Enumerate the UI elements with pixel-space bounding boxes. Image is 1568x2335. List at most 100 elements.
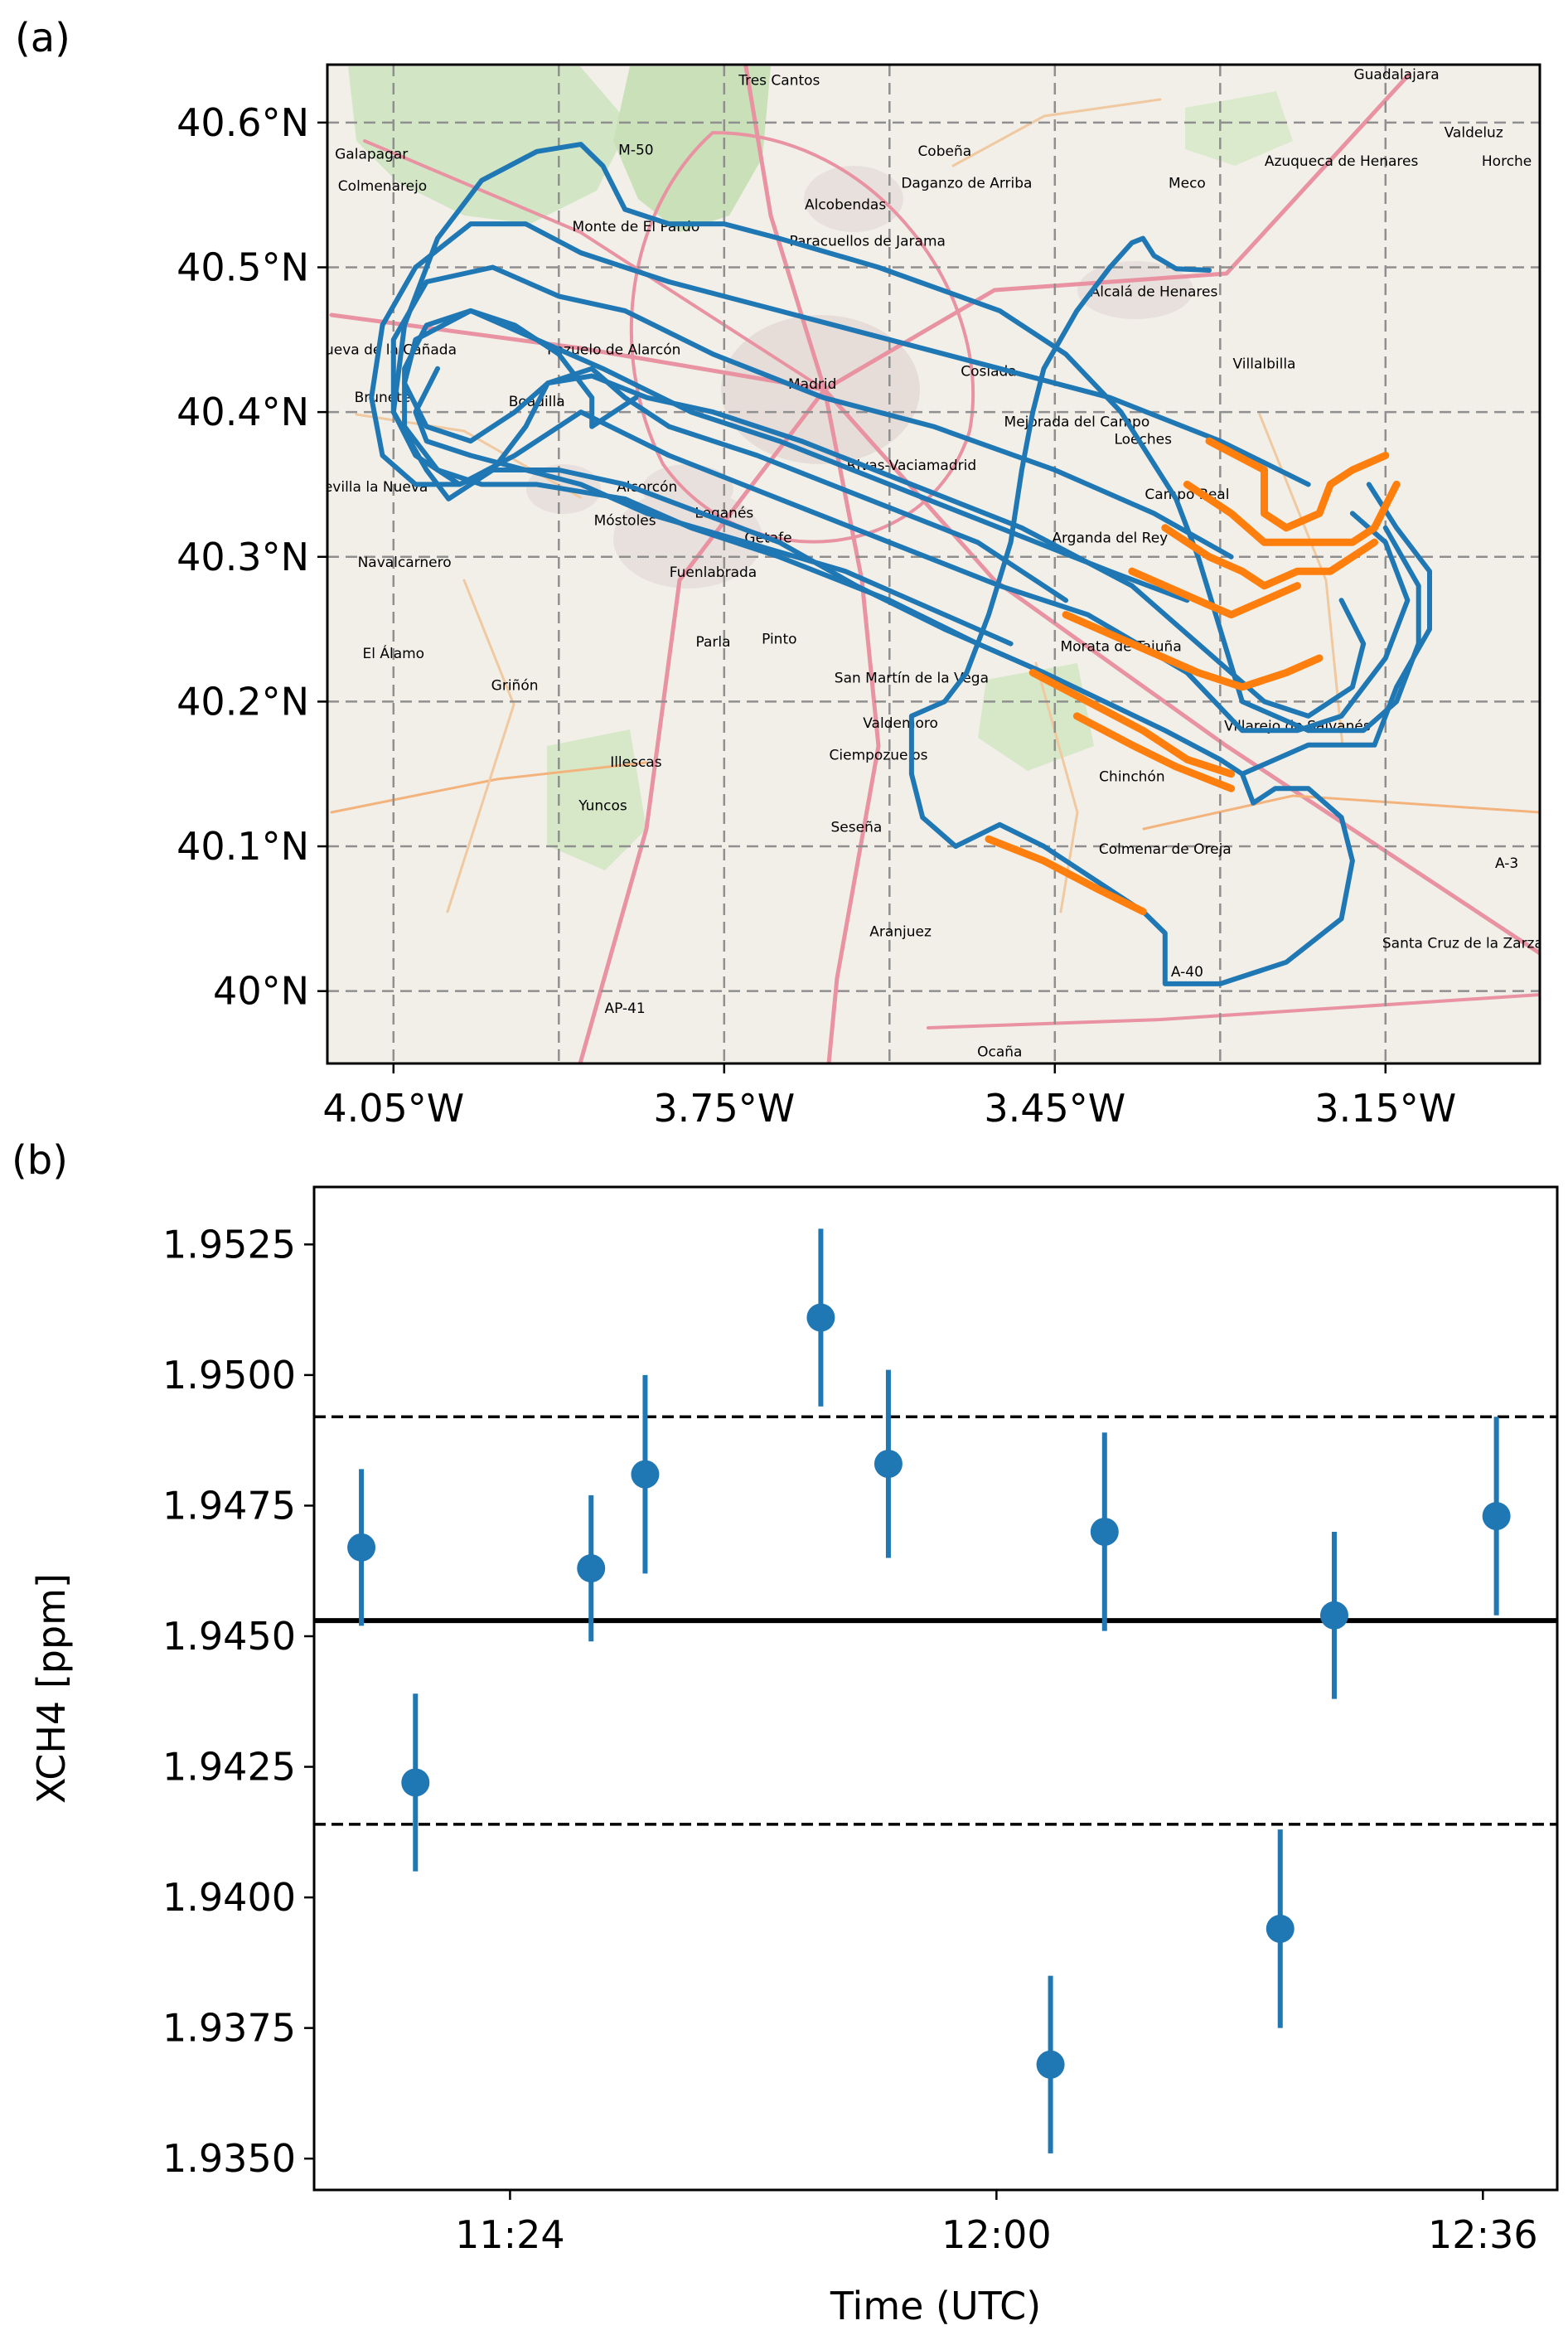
map-frame [326, 63, 1541, 1065]
place-label: Paracuellos de Jarama [789, 233, 945, 249]
place-label: Valdeluz [1445, 124, 1503, 141]
place-label: Fuenlabrada [670, 564, 757, 581]
y-tick-label: 1.9450 [162, 1614, 296, 1659]
place-label: Santa Cruz de la Zarza [1382, 935, 1543, 952]
flight-track-segment [413, 366, 1014, 647]
highlighted-segment [1161, 524, 1378, 590]
y-tick-label: 1.9525 [162, 1222, 296, 1267]
place-label: Griñón [491, 677, 539, 694]
x-axis-label: Time (UTC) [830, 2284, 1041, 2328]
road [363, 139, 826, 391]
x-tick-label: 12:00 [941, 2212, 1052, 2257]
road [330, 761, 648, 814]
place-label: Illescas [610, 754, 662, 771]
place-label: Galapagar [335, 147, 408, 163]
place-label: Azuqueca de Henares [1265, 153, 1419, 170]
data-points [347, 1228, 1511, 2153]
data-point [1090, 1517, 1119, 1546]
data-point [874, 1450, 903, 1479]
place-label: Loeches [1114, 432, 1172, 448]
highlighted-segment [1062, 611, 1324, 691]
road [951, 98, 1162, 167]
ring-road [629, 131, 975, 544]
map-lat-tick-label: 40.1°N [177, 824, 309, 869]
panel-label-a: (a) [15, 15, 70, 61]
place-label: Guadalajara [1353, 66, 1439, 83]
place-label: Ciempozuelos [830, 747, 928, 763]
plot-frame [312, 1185, 1559, 2192]
place-label: Cobeña [917, 143, 971, 160]
urban-area [804, 166, 903, 232]
road [329, 312, 827, 392]
place-label: Pozuelo de Alarcón [547, 342, 680, 358]
flight-track-segment [390, 264, 1367, 719]
x-tick-label: 12:36 [1428, 2212, 1538, 2257]
place-label: Villanueva de la Cañada [286, 342, 457, 358]
place-label: Horche [1482, 153, 1532, 170]
road-network [329, 65, 1540, 1063]
place-label: A-3 [1495, 855, 1518, 872]
map-lon-tick-label: 3.45°W [984, 1086, 1125, 1131]
place-label: Tres Cantos [738, 72, 820, 89]
place-label: Arganda del Rey [1052, 530, 1168, 546]
place-label: Móstoles [594, 512, 656, 529]
data-point [1482, 1502, 1511, 1531]
y-tick-label: 1.9400 [162, 1875, 296, 1920]
place-label: Alcorcón [617, 479, 677, 496]
place-label: Yuncos [578, 797, 627, 814]
flight-track-segment [1239, 482, 1432, 777]
place-label: AP-41 [604, 1000, 645, 1017]
road [822, 387, 881, 1063]
data-point [806, 1303, 835, 1332]
map-lat-tick-label: 40.6°N [177, 100, 309, 145]
map-lat-tick-label: 40.5°N [177, 245, 309, 289]
highlighted-segment [1072, 712, 1236, 792]
place-label: Colmenarejo [338, 178, 427, 195]
place-label: El Álamo [362, 644, 424, 662]
highlighted-segment [985, 835, 1147, 916]
axis-ticks: 1.9525 1.9500 1.9475 1.9450 1.9425 1.9400 1.93… [162, 1222, 1538, 2257]
place-label: Valdemoro [863, 715, 938, 732]
y-tick-label: 1.9375 [162, 2006, 296, 2051]
y-tick-label: 1.9500 [162, 1353, 296, 1398]
data-point [347, 1533, 376, 1562]
map-lat-tick-label: 40.3°N [177, 535, 309, 579]
place-label: Alcalá de Henares [1091, 283, 1218, 300]
place-label: M-50 [618, 142, 653, 158]
place-label: Parla [695, 634, 730, 651]
data-point [577, 1554, 606, 1583]
map-panel: Tres Cantos Alcobendas Cobeña Daganzo de Ar… [177, 63, 1543, 1131]
data-point [1266, 1914, 1295, 1943]
highlighted-segment [1205, 437, 1390, 532]
basemap: Tres Cantos Alcobendas Cobeña Daganzo de Ar… [286, 65, 1543, 1063]
map-lat-tick-label: 40.2°N [177, 679, 309, 724]
road [578, 387, 827, 1063]
green-area [613, 66, 771, 232]
road [1142, 794, 1540, 831]
flight-track-segment [908, 235, 1355, 986]
y-tick-label: 1.9425 [162, 1745, 296, 1790]
map-lon-tick-label: 3.75°W [653, 1086, 795, 1131]
place-label: Mejorada del Campo [1004, 414, 1150, 431]
map-lon-tick-label: 4.05°W [322, 1086, 464, 1131]
x-tick-label: 11:24 [455, 2212, 565, 2257]
data-point [1036, 2050, 1065, 2079]
place-label: Sevilla la Nueva [315, 479, 428, 496]
road [822, 72, 1411, 392]
place-label: Chinchón [1099, 768, 1164, 785]
map-lat-tick-label: 40°N [213, 969, 309, 1014]
place-label: Seseña [831, 820, 883, 836]
reference-lines [314, 1415, 1557, 1826]
green-area [1185, 91, 1293, 166]
place-label: Meco [1169, 175, 1206, 191]
place-label: Colmenar de Oreja [1099, 841, 1232, 858]
map-lon-tick-label: 3.15°W [1314, 1086, 1456, 1131]
data-point [631, 1460, 660, 1489]
y-tick-label: 1.9350 [162, 2136, 296, 2181]
highlighted-segment [1028, 669, 1236, 778]
highlighted-segment [1128, 567, 1301, 619]
plot-area [314, 1187, 1557, 2190]
data-point [1319, 1601, 1348, 1630]
map-lat-tick-label: 40.4°N [177, 390, 309, 434]
